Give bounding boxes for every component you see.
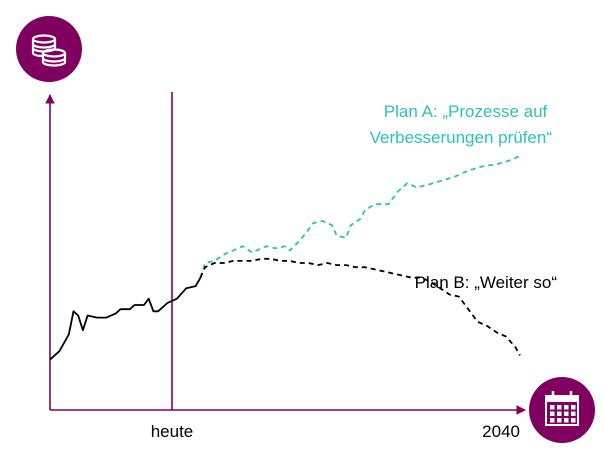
series-plan-b-line [199,257,521,356]
calendar-cell [564,405,569,410]
calendar-cell [557,418,562,423]
series-history-line [49,277,202,361]
calendar-cell [557,405,562,410]
calendar-cell [557,411,562,416]
coins-icon [16,16,82,82]
calendar-cell [571,411,576,416]
calendar-icon [529,377,595,443]
plan-a-label: Plan A: „Prozesse auf Verbesserungen prü… [370,102,553,147]
calendar-cell [550,411,555,416]
x-tick-label-2040: 2040 [482,422,520,441]
series-plan-a-line [199,155,521,278]
calendar-cell [550,418,555,423]
x-tick-label-heute: heute [151,422,194,441]
calendar-cell [550,405,555,410]
calendar-cell [564,411,569,416]
plan-b-label: Plan B: „Weiter so“ [415,273,558,292]
calendar-cell [571,405,576,410]
calendar-cell [564,418,569,423]
calendar-cell [571,418,576,423]
